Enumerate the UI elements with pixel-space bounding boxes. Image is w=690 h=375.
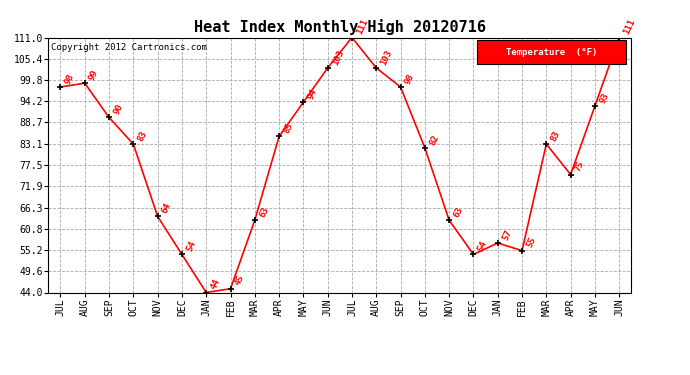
Title: Heat Index Monthly High 20120716: Heat Index Monthly High 20120716 — [194, 19, 486, 35]
Text: 57: 57 — [500, 228, 513, 242]
Text: 90: 90 — [112, 102, 124, 116]
Text: Copyright 2012 Cartronics.com: Copyright 2012 Cartronics.com — [51, 43, 207, 52]
Text: 75: 75 — [573, 160, 586, 173]
Text: Temperature  (°F): Temperature (°F) — [506, 48, 597, 57]
Text: 99: 99 — [88, 68, 100, 82]
Text: 103: 103 — [379, 48, 394, 66]
Text: 63: 63 — [257, 205, 270, 219]
FancyBboxPatch shape — [477, 40, 626, 64]
Text: 44: 44 — [209, 278, 221, 291]
Text: 111: 111 — [622, 18, 637, 36]
Text: 63: 63 — [452, 205, 464, 219]
Text: 98: 98 — [404, 72, 416, 86]
Text: 85: 85 — [282, 122, 295, 135]
Text: 83: 83 — [136, 129, 149, 142]
Text: 82: 82 — [428, 133, 440, 147]
Text: 54: 54 — [185, 240, 197, 253]
Text: 111: 111 — [355, 18, 370, 36]
Text: 55: 55 — [525, 236, 538, 249]
Text: 98: 98 — [63, 72, 76, 86]
Text: 83: 83 — [549, 129, 562, 142]
Text: 64: 64 — [160, 201, 173, 215]
Text: 93: 93 — [598, 91, 611, 105]
Text: 45: 45 — [233, 274, 246, 287]
Text: 94: 94 — [306, 87, 319, 101]
Text: 103: 103 — [331, 48, 346, 66]
Text: 54: 54 — [476, 240, 489, 253]
